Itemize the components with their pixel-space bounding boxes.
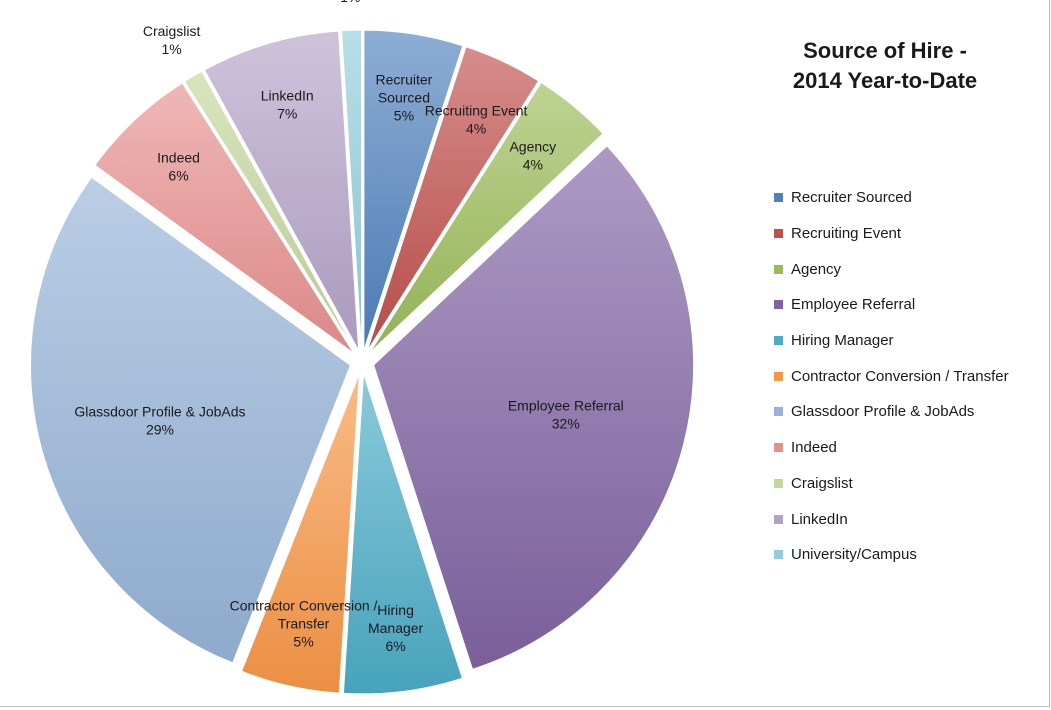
legend-swatch	[774, 336, 783, 346]
legend-label: Contractor Conversion / Transfer	[791, 367, 1009, 385]
legend-item: Indeed	[774, 430, 1009, 466]
legend-swatch	[774, 478, 783, 488]
pie-slice-contractor-conversion-transfer	[240, 373, 360, 694]
slice-label: Hiring Manager 6%	[368, 602, 424, 654]
legend-label: Recruiting Event	[791, 225, 902, 243]
slice-label: Glassdoor Profile & JobAds 29%	[74, 404, 245, 438]
slice-label: Contractor Conversion / Transfer 5%	[230, 598, 378, 650]
legend-label: University/Campus	[791, 546, 917, 564]
legend-item: Employee Referral	[774, 287, 1009, 323]
pie-slice-glassdoor-profile-jobads	[29, 176, 352, 664]
legend-item: Hiring Manager	[774, 323, 1009, 359]
legend-swatch	[774, 443, 783, 453]
legend-item: Contractor Conversion / Transfer	[774, 358, 1009, 394]
legend-label: Employee Referral	[791, 296, 916, 314]
legend-item: LinkedIn	[774, 501, 1009, 537]
legend-swatch	[774, 514, 783, 524]
pie-slice-linkedin	[203, 30, 360, 351]
legend-swatch	[774, 550, 783, 560]
legend-label: Recruiter Sourced	[791, 189, 912, 207]
chart-title-line-1: Source of Hire -	[803, 38, 967, 63]
pie-slice-agency	[369, 81, 604, 354]
legend-label: Hiring Manager	[791, 332, 894, 350]
legend-swatch	[774, 300, 783, 310]
legend-swatch	[774, 193, 783, 203]
legend-item: Glassdoor Profile & JobAds	[774, 394, 1009, 430]
chart-legend: Recruiter Sourced Recruiting Event Agency E…	[774, 180, 1009, 573]
legend-swatch	[774, 264, 783, 274]
legend-label: Glassdoor Profile & JobAds	[791, 403, 975, 421]
slice-label: Agency 4%	[509, 139, 556, 173]
chart-title-line-2: 2014 Year-to-Date	[792, 68, 978, 93]
pie-labels: Recruiter Sourced 5% Recruiting Event 4%Agen…	[74, 0, 623, 654]
legend-swatch	[774, 407, 783, 417]
slice-label: University/Campus1%	[292, 0, 409, 5]
legend-label: Indeed	[791, 439, 837, 457]
legend-item: Craigslist	[774, 466, 1009, 502]
legend-label: Craigslist	[791, 474, 853, 492]
legend-item: Recruiter Sourced	[774, 180, 1009, 216]
chart-title: Source of Hire - 2014 Year-to-Date	[760, 36, 1010, 96]
slice-label: Recruiter Sourced 5%	[376, 71, 433, 123]
legend-swatch	[774, 229, 783, 239]
legend-item: University/Campus	[774, 537, 1009, 573]
pie-slice-recruiting-event	[366, 46, 540, 352]
slice-label: Craigslist 1%	[143, 23, 201, 57]
pie-slice-employee-referral	[373, 145, 695, 670]
slice-label: Recruiting Event 4%	[425, 103, 528, 137]
pie-slice-indeed	[94, 82, 355, 354]
slice-label: LinkedIn 7%	[261, 88, 314, 122]
slice-label: Indeed 6%	[157, 150, 200, 184]
pie-slice-hiring-manager	[342, 373, 464, 695]
pie-slices	[29, 29, 695, 695]
pie-slice-university-campus	[340, 29, 363, 351]
legend-label: LinkedIn	[791, 510, 848, 528]
legend-swatch	[774, 371, 783, 381]
legend-item: Agency	[774, 251, 1009, 287]
pie-slice-craigslist	[183, 70, 357, 352]
legend-item: Recruiting Event	[774, 216, 1009, 252]
pie-slice-recruiter-sourced	[363, 29, 464, 351]
legend-label: Agency	[791, 260, 842, 278]
slice-label: Employee Referral 32%	[508, 397, 624, 431]
